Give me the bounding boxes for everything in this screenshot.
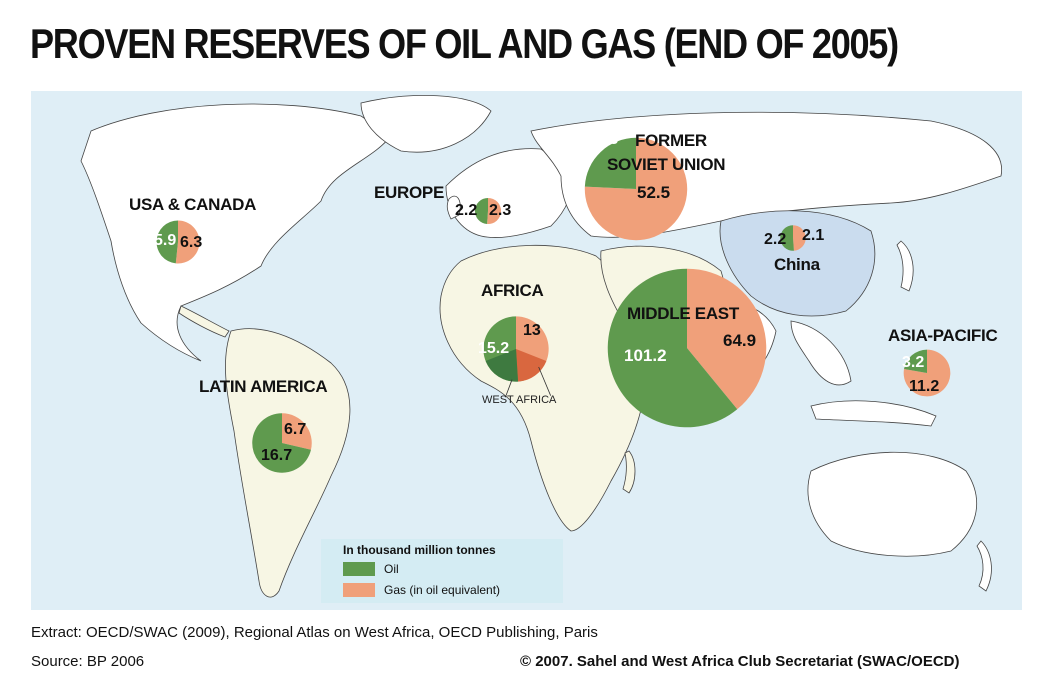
middle-east-gas-value: 64.9 bbox=[723, 331, 757, 350]
indonesia-islands bbox=[810, 400, 937, 427]
source-note: Source: BP 2006 bbox=[31, 653, 145, 670]
europe-oil-slice bbox=[474, 197, 488, 225]
usa-canada-oil-slice bbox=[156, 220, 178, 264]
usa-canada-label: USA & CANADA bbox=[129, 195, 257, 214]
usa-canada-gas-value: 6.3 bbox=[180, 234, 203, 251]
fsu-gas-value: 52.5 bbox=[637, 183, 671, 202]
middle-east-label: MIDDLE EAST bbox=[627, 304, 739, 323]
africa-oil-value: 15.2 bbox=[478, 340, 510, 357]
map-title: PROVEN RESERVES OF OIL AND GAS (END OF 2… bbox=[30, 20, 899, 67]
fsu-label-line1: FORMER bbox=[635, 131, 707, 150]
west-africa-leader-line bbox=[538, 366, 552, 396]
reserve-pies bbox=[156, 137, 951, 473]
extract-citation: Extract: OECD/SWAC (2009), Regional Atla… bbox=[31, 624, 598, 641]
europe-gas-slice bbox=[487, 197, 502, 225]
china-label: China bbox=[774, 255, 820, 274]
fsu-oil-slice bbox=[584, 137, 636, 189]
latin-america-gas-slice bbox=[282, 413, 312, 450]
africa-label: AFRICA bbox=[481, 281, 544, 300]
china-gas-slice bbox=[793, 225, 806, 251]
madagascar bbox=[622, 450, 636, 494]
usa-canada-oil-value: 5.9 bbox=[154, 232, 177, 249]
west-africa-leader-line bbox=[505, 379, 513, 396]
australia-landmass bbox=[807, 451, 977, 557]
latin-america-oil-slice bbox=[252, 413, 311, 473]
british-isles bbox=[446, 195, 461, 220]
legend-gas-label: Gas (in oil equivalent) bbox=[384, 583, 501, 597]
middle-east-oil-slice bbox=[607, 268, 738, 428]
latin-america-gas-value: 6.7 bbox=[284, 421, 307, 438]
japan bbox=[896, 240, 914, 292]
europe-oil-value: 2.2 bbox=[455, 202, 478, 219]
new-zealand bbox=[976, 540, 992, 592]
fsu-oil-value: 16.8 bbox=[587, 131, 619, 148]
china-landmass bbox=[719, 210, 876, 317]
world-map: USA & CANADA EUROPE FORMER SOVIET UNION … bbox=[31, 91, 1022, 610]
asia-pacific-label: ASIA-PACIFIC bbox=[888, 326, 998, 345]
asia-pacific-oil-slice bbox=[904, 349, 927, 373]
west-africa-label: WEST AFRICA bbox=[482, 394, 557, 406]
copyright-note: © 2007. Sahel and West Africa Club Secre… bbox=[520, 653, 960, 670]
africa-gas-value: 13 bbox=[523, 322, 541, 339]
north-america-landmass bbox=[80, 103, 392, 362]
southeast-asia-landmass bbox=[790, 320, 852, 386]
asia-pacific-oil-value: 3.2 bbox=[902, 354, 925, 371]
world-map-canvas bbox=[80, 95, 1003, 598]
legend-oil-row: Oil bbox=[343, 562, 399, 576]
legend-gas-swatch bbox=[343, 583, 375, 597]
west-africa-gas-slice bbox=[516, 349, 547, 382]
china-oil-value: 2.2 bbox=[764, 231, 787, 248]
greenland bbox=[360, 95, 492, 153]
asia-pacific-gas-value: 11.2 bbox=[909, 378, 940, 395]
legend-gas-row: Gas (in oil equivalent) bbox=[343, 583, 500, 597]
china-gas-value: 2.1 bbox=[802, 227, 825, 244]
latin-america-oil-value: 16.7 bbox=[261, 447, 293, 464]
legend-oil-label: Oil bbox=[384, 562, 399, 576]
fsu-label-line2: SOVIET UNION bbox=[607, 155, 726, 174]
legend-title: In thousand million tonnes bbox=[343, 543, 496, 557]
middle-east-oil-value: 101.2 bbox=[624, 346, 667, 365]
europe-gas-value: 2.3 bbox=[489, 202, 512, 219]
legend-oil-swatch bbox=[343, 562, 375, 576]
middle-east-gas-slice bbox=[687, 268, 767, 410]
central-america bbox=[178, 305, 230, 338]
europe-label: EUROPE bbox=[374, 183, 444, 202]
west-africa-oil-slice bbox=[485, 349, 519, 382]
china-oil-slice bbox=[780, 225, 794, 251]
usa-canada-gas-slice bbox=[175, 220, 200, 264]
latin-america-label: LATIN AMERICA bbox=[199, 377, 328, 396]
legend: In thousand million tonnes Oil Gas (in o… bbox=[321, 539, 563, 603]
